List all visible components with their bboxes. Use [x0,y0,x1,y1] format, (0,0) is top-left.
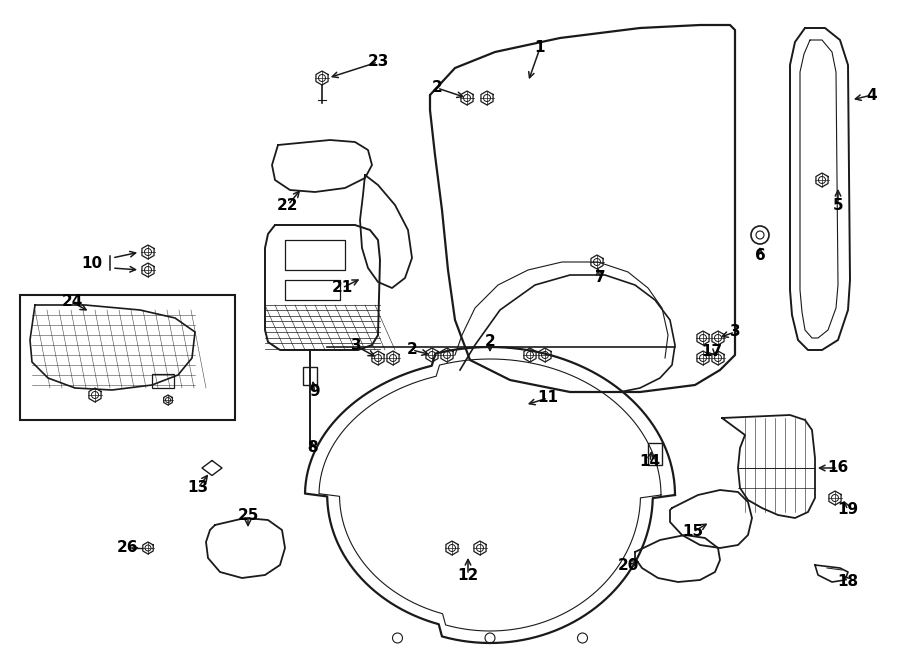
Text: 9: 9 [310,385,320,399]
Text: 7: 7 [595,271,606,285]
Text: 11: 11 [537,391,559,406]
Text: 25: 25 [238,508,258,522]
Text: 24: 24 [61,295,83,310]
Text: 10: 10 [81,256,103,271]
Text: 17: 17 [701,344,723,359]
Text: 2: 2 [484,334,495,350]
Text: 23: 23 [367,54,389,70]
Text: 21: 21 [331,281,353,295]
Text: 16: 16 [827,461,849,475]
Text: 22: 22 [277,197,299,213]
Text: 2: 2 [432,81,443,95]
Bar [20,295,235,420]
Text: 15: 15 [682,524,704,540]
Text: 3: 3 [730,324,741,340]
Text: 18: 18 [837,575,859,589]
Text: 12: 12 [457,567,479,583]
Bar [648,443,662,465]
Text: 14: 14 [639,455,661,469]
Text: 20: 20 [617,557,639,573]
Text: 8: 8 [307,440,318,455]
Text: 19: 19 [837,502,859,518]
Text: 2: 2 [407,342,418,357]
Bar [303,367,317,385]
Text: 4: 4 [867,87,877,103]
Bar [152,374,174,388]
Text: 26: 26 [117,540,139,555]
Text: 5: 5 [832,197,843,213]
Text: 1: 1 [535,40,545,56]
Text: 3: 3 [351,338,361,354]
Text: 6: 6 [754,248,765,263]
Text: 13: 13 [187,481,209,495]
